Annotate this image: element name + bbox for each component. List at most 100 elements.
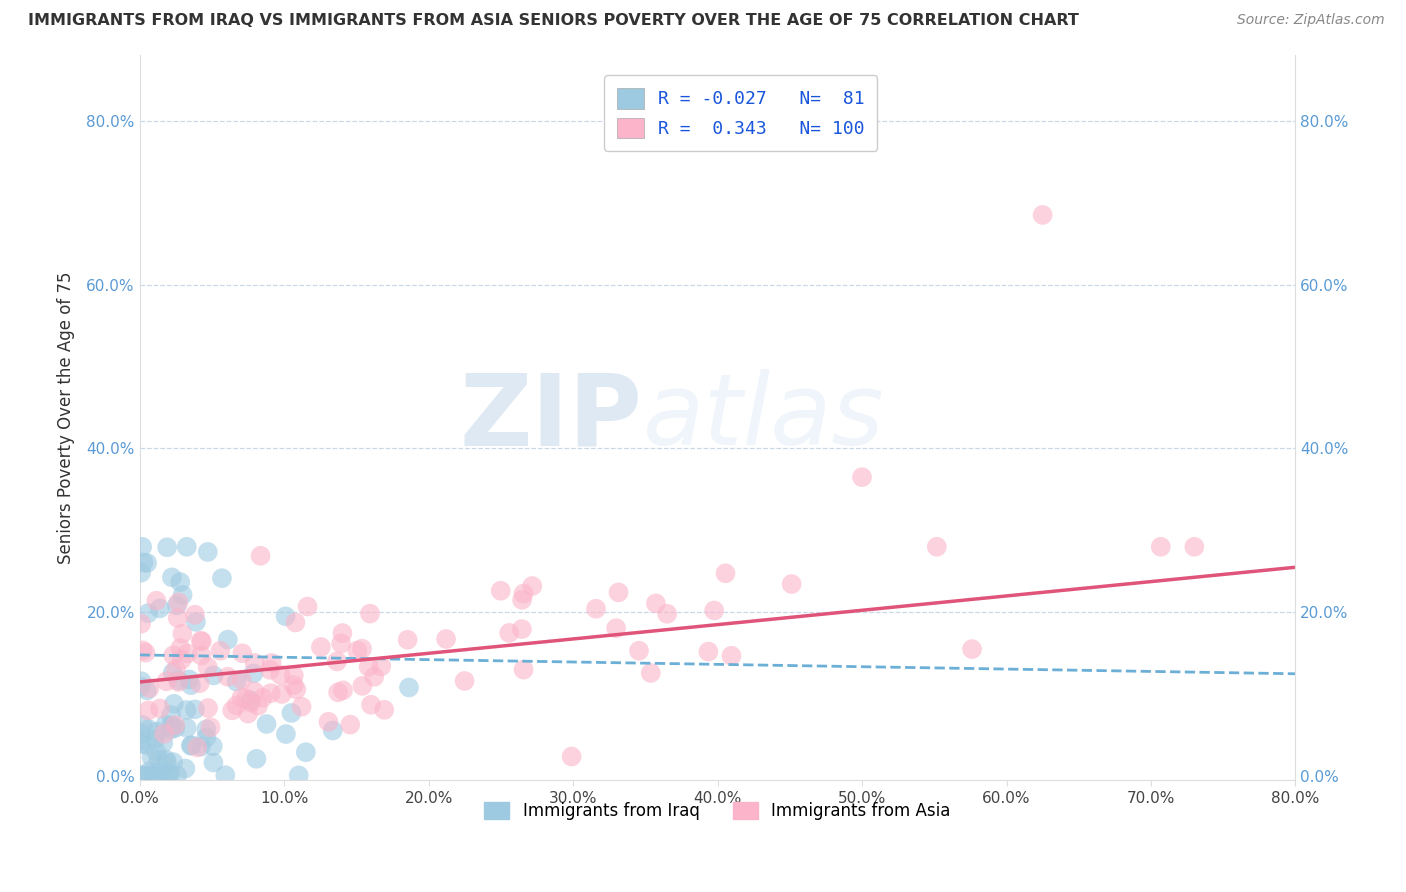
- Point: [180, 678, 202, 692]
- Point: [146, 768, 169, 782]
- Point: [295, 745, 318, 759]
- Point: [714, 566, 737, 581]
- Point: [259, 663, 281, 677]
- Point: [160, 570, 183, 584]
- Point: [274, 609, 297, 624]
- Point: [153, 727, 176, 741]
- Point: [165, 721, 187, 735]
- Point: [155, 753, 177, 767]
- Point: [163, 697, 186, 711]
- Point: [136, 606, 159, 620]
- Point: [167, 673, 190, 688]
- Point: [138, 764, 160, 778]
- Point: [287, 768, 309, 782]
- Point: [160, 708, 183, 723]
- Point: [1182, 540, 1205, 554]
- Point: [225, 674, 247, 689]
- Point: [188, 676, 211, 690]
- Point: [231, 673, 253, 687]
- Point: [135, 768, 157, 782]
- Point: [236, 706, 259, 721]
- Point: [396, 632, 419, 647]
- Point: [149, 701, 172, 715]
- Text: IMMIGRANTS FROM IRAQ VS IMMIGRANTS FROM ASIA SENIORS POVERTY OVER THE AGE OF 75 : IMMIGRANTS FROM IRAQ VS IMMIGRANTS FROM …: [28, 13, 1078, 29]
- Point: [176, 703, 198, 717]
- Point: [131, 540, 153, 554]
- Point: [145, 593, 167, 607]
- Point: [249, 549, 271, 563]
- Point: [172, 627, 194, 641]
- Point: [398, 681, 420, 695]
- Point: [239, 693, 262, 707]
- Point: [489, 583, 512, 598]
- Point: [167, 674, 190, 689]
- Point: [136, 556, 159, 570]
- Point: [149, 601, 172, 615]
- Point: [291, 699, 314, 714]
- Point: [146, 765, 169, 780]
- Point: [1032, 208, 1054, 222]
- Point: [131, 643, 153, 657]
- Point: [195, 731, 218, 745]
- Point: [165, 662, 187, 676]
- Point: [131, 718, 153, 732]
- Point: [247, 698, 270, 713]
- Point: [136, 683, 159, 698]
- Point: [172, 588, 194, 602]
- Point: [561, 749, 583, 764]
- Point: [169, 641, 191, 656]
- Point: [166, 611, 188, 625]
- Point: [260, 656, 283, 670]
- Point: [510, 592, 533, 607]
- Point: [162, 755, 184, 769]
- Point: [360, 698, 382, 712]
- Point: [190, 648, 212, 663]
- Point: [780, 577, 803, 591]
- Point: [180, 738, 202, 752]
- Point: [129, 616, 152, 631]
- Point: [640, 665, 662, 680]
- Point: [159, 768, 181, 782]
- Point: [166, 599, 188, 613]
- Point: [202, 668, 225, 682]
- Point: [260, 686, 283, 700]
- Point: [221, 703, 243, 717]
- Point: [143, 731, 166, 746]
- Point: [138, 722, 160, 736]
- Point: [211, 571, 233, 585]
- Point: [330, 636, 353, 650]
- Point: [145, 745, 167, 759]
- Point: [373, 703, 395, 717]
- Point: [176, 540, 198, 554]
- Point: [170, 653, 193, 667]
- Point: [357, 660, 380, 674]
- Point: [169, 575, 191, 590]
- Point: [141, 768, 163, 782]
- Point: [156, 768, 179, 782]
- Point: [152, 736, 174, 750]
- Point: [512, 663, 534, 677]
- Point: [283, 678, 305, 692]
- Point: [129, 726, 152, 740]
- Point: [498, 626, 520, 640]
- Point: [157, 765, 180, 780]
- Point: [135, 646, 157, 660]
- Point: [138, 681, 160, 695]
- Point: [370, 659, 392, 673]
- Point: [179, 673, 201, 687]
- Legend: Immigrants from Iraq, Immigrants from Asia: Immigrants from Iraq, Immigrants from As…: [478, 795, 957, 826]
- Point: [129, 566, 152, 580]
- Point: [156, 755, 179, 769]
- Point: [184, 607, 207, 622]
- Point: [191, 634, 214, 648]
- Point: [851, 470, 873, 484]
- Point: [359, 607, 381, 621]
- Point: [160, 723, 183, 737]
- Point: [434, 632, 457, 646]
- Point: [318, 714, 340, 729]
- Point: [925, 540, 948, 554]
- Point: [283, 668, 305, 682]
- Point: [167, 595, 190, 609]
- Point: [297, 599, 319, 614]
- Point: [235, 691, 257, 706]
